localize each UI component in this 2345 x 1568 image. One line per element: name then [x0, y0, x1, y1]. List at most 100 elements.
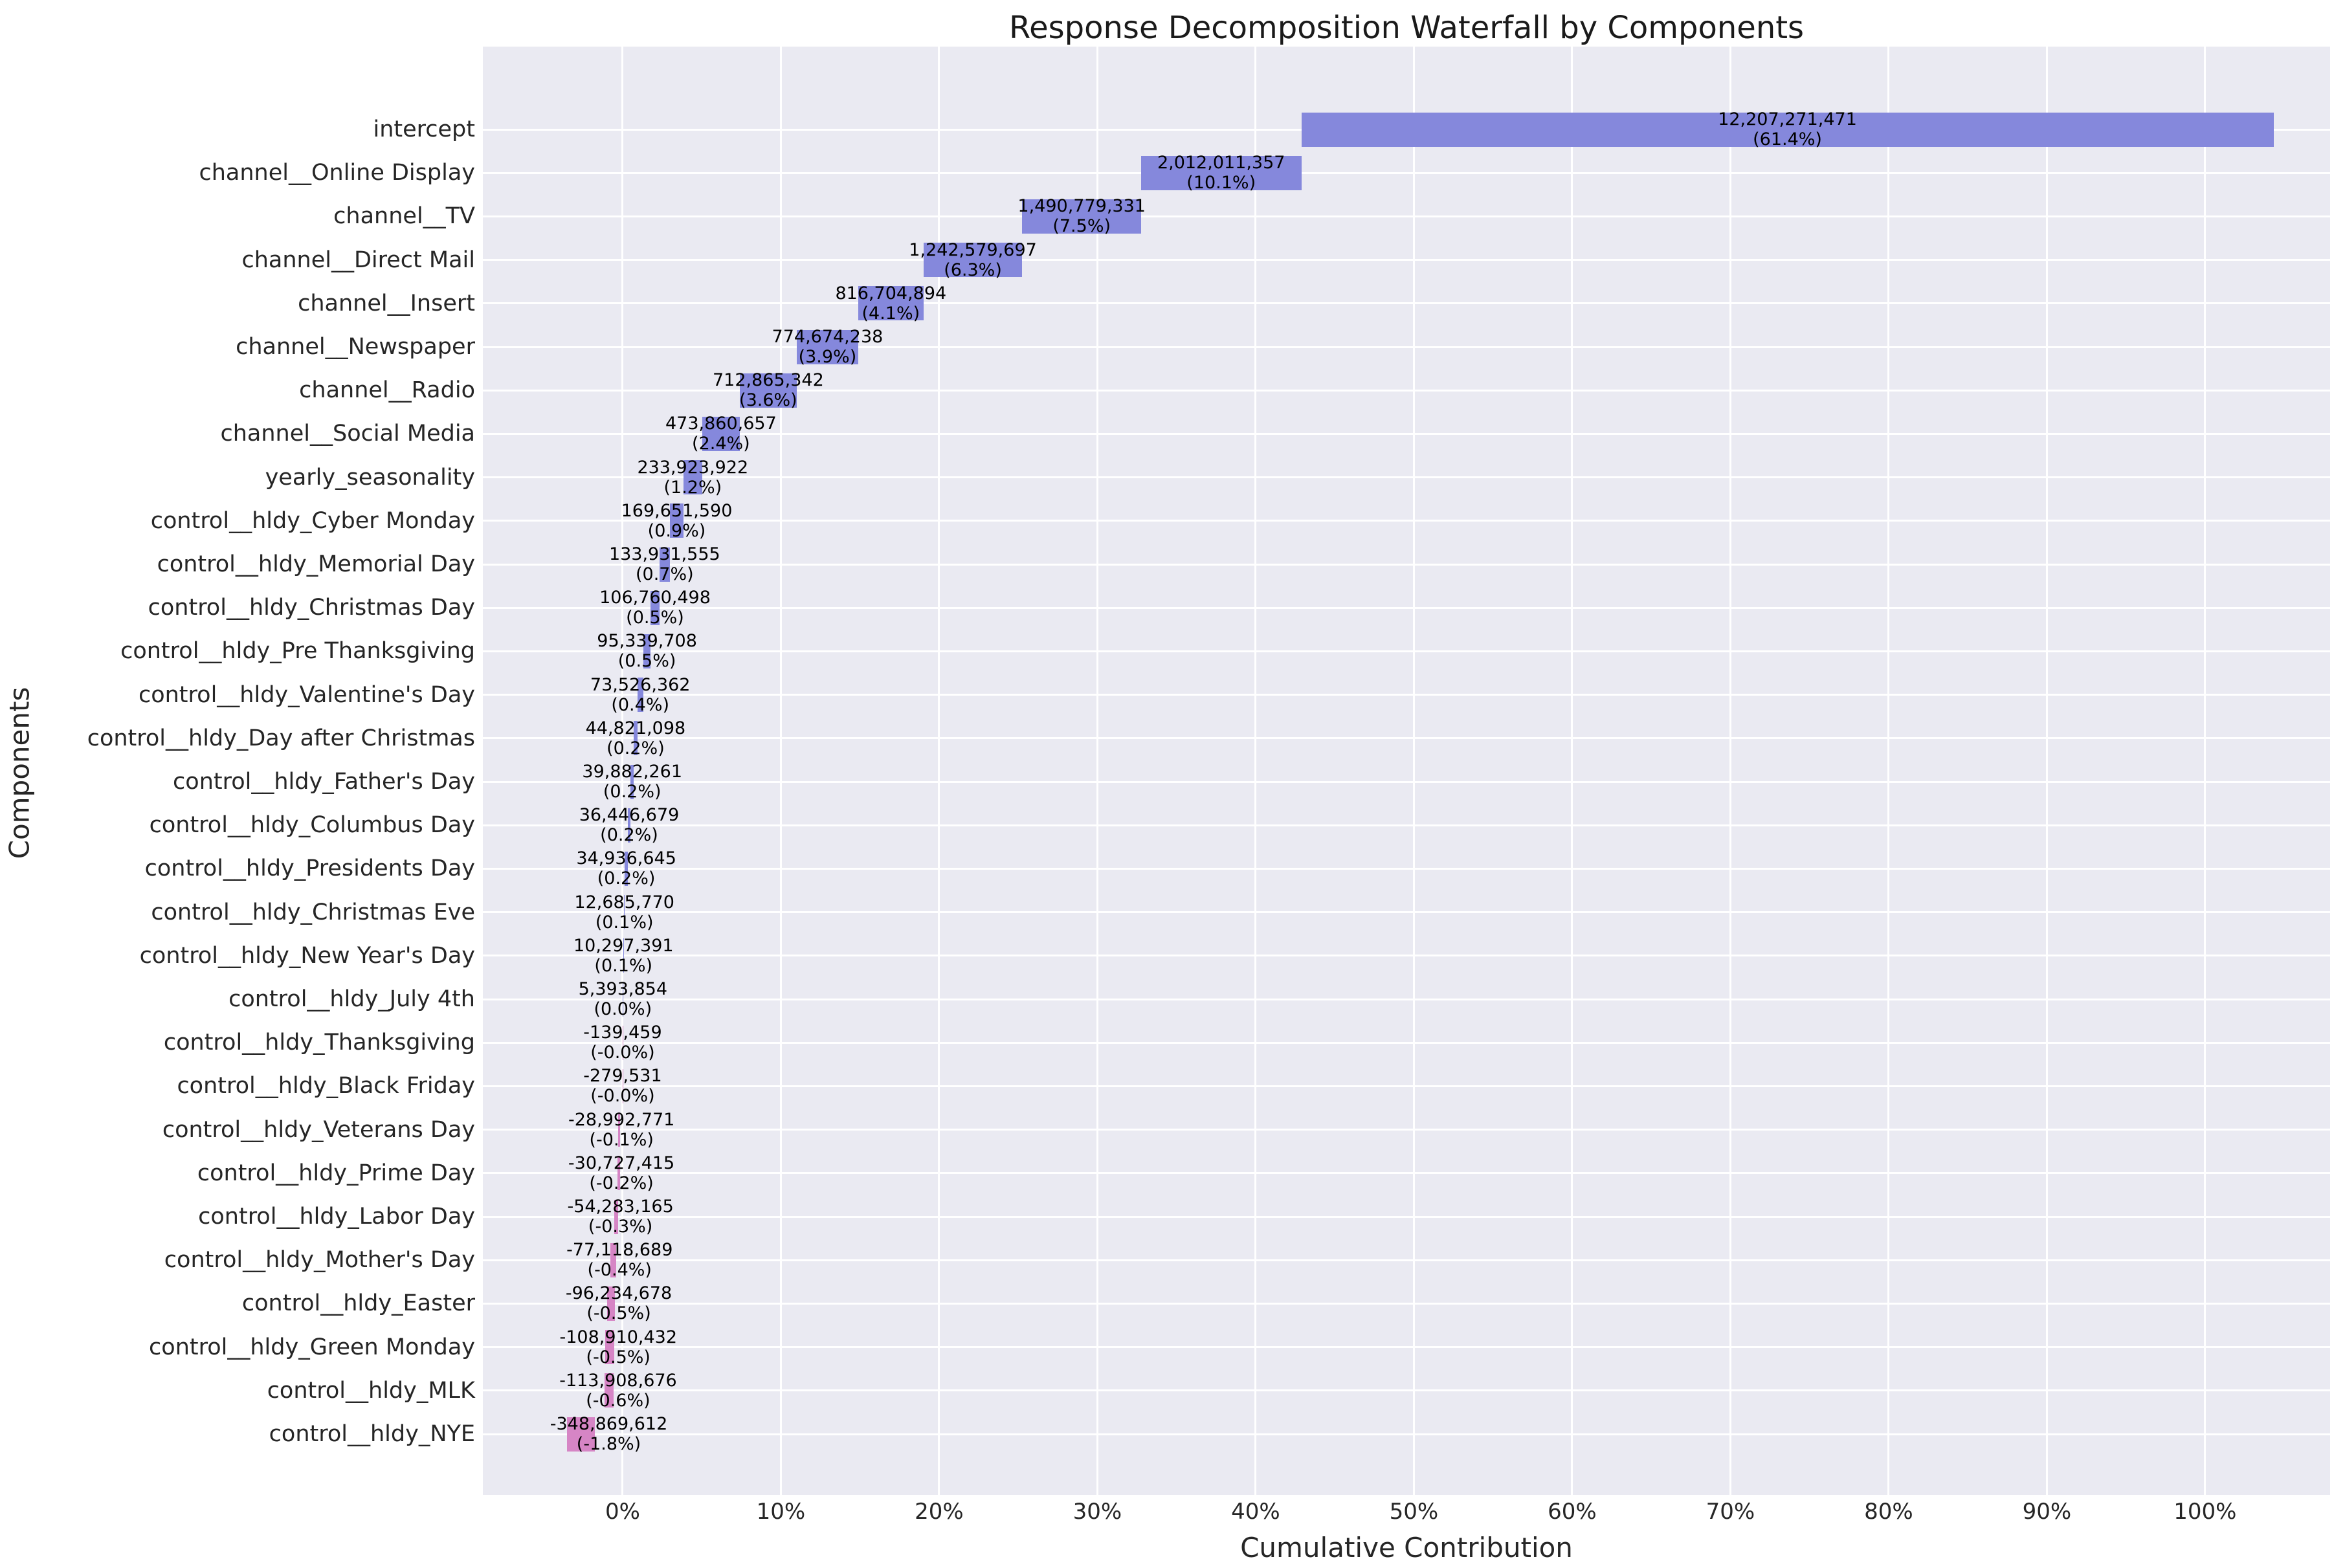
waterfall-bar [659, 547, 671, 582]
waterfall-bar [617, 1156, 621, 1191]
grid-line-horizontal [483, 780, 2330, 783]
grid-line-horizontal [483, 737, 2330, 740]
waterfall-bar [630, 764, 634, 799]
bar-value-label: 73,526,362 (0.4%) [590, 674, 691, 715]
waterfall-bar [567, 1417, 595, 1452]
category-label: channel__Social Media [220, 421, 475, 447]
grid-line-horizontal [483, 346, 2330, 348]
category-label: control__hldy_Day after Christmas [87, 725, 475, 751]
bar-value-label: 36,446,679 (0.2%) [579, 805, 680, 846]
x-axis-label: Cumulative Contribution [1240, 1532, 1573, 1563]
bar-value-label: 10,297,391 (0.1%) [573, 935, 674, 976]
x-tick-label: 100% [2173, 1499, 2237, 1525]
category-label: control__hldy_Pre Thanksgiving [120, 638, 475, 665]
bar-value-label: 5,393,854 (0.0%) [578, 979, 668, 1019]
bar-value-label: 12,685,770 (0.1%) [574, 892, 674, 933]
grid-line-horizontal [483, 650, 2330, 652]
grid-line-vertical [1571, 47, 1573, 1495]
category-label: control__hldy_July 4th [228, 986, 475, 1012]
grid-line-horizontal [483, 1389, 2330, 1392]
bar-value-label: -108,910,432 (-0.5%) [559, 1327, 678, 1367]
grid-line-vertical [1887, 47, 1890, 1495]
bar-value-label: 106,760,498 (0.5%) [599, 588, 711, 628]
category-label: control__hldy_Memorial Day [157, 551, 475, 577]
grid-line-horizontal [483, 1129, 2330, 1131]
x-tick-label: 40% [1231, 1499, 1280, 1525]
waterfall-bar [650, 590, 660, 625]
waterfall-bar [627, 808, 631, 843]
grid-line-horizontal [483, 259, 2330, 261]
grid-line-horizontal [483, 1085, 2330, 1087]
waterfall-bar [607, 1286, 616, 1321]
category-label: intercept [373, 116, 476, 142]
grid-line-horizontal [483, 867, 2330, 870]
grid-line-horizontal [483, 171, 2330, 174]
waterfall-bar [623, 938, 624, 973]
waterfall-bar [796, 329, 859, 364]
category-label: control__hldy_Christmas Day [148, 595, 475, 621]
waterfall-bar [610, 1242, 617, 1277]
bar-value-label: -77,118,689 (-0.4%) [566, 1240, 673, 1281]
category-label: channel__Insert [298, 290, 475, 316]
waterfall-bar [1140, 155, 1302, 190]
waterfall-bar [683, 460, 702, 495]
waterfall-bar [702, 416, 740, 451]
bar-value-label: 44,821,098 (0.2%) [585, 718, 686, 758]
category-label: control__hldy_Easter [241, 1290, 475, 1317]
grid-line-horizontal [483, 432, 2330, 435]
grid-line-horizontal [483, 1215, 2330, 1218]
waterfall-bar [625, 851, 628, 886]
x-tick-label: 30% [1072, 1499, 1122, 1525]
bar-value-label: 133,931,555 (0.7%) [608, 544, 720, 584]
category-label: control__hldy_MLK [267, 1377, 475, 1404]
bar-value-label: 12,207,271,471 (61.4%) [1718, 109, 1857, 149]
grid-line-horizontal [483, 1302, 2330, 1305]
waterfall-bar [923, 243, 1023, 278]
grid-line-horizontal [483, 606, 2330, 609]
x-tick-label: 20% [915, 1499, 964, 1525]
bar-value-label: -139,459 (-0.0%) [583, 1022, 662, 1063]
grid-line-vertical [1729, 47, 1731, 1495]
category-label: yearly_seasonality [265, 464, 475, 491]
bar-value-label: 1,242,579,697 (6.3%) [909, 239, 1037, 280]
category-label: control__hldy_Christmas Eve [151, 899, 475, 925]
bar-value-label: 712,865,342 (3.6%) [713, 370, 824, 411]
category-label: control__hldy_Prime Day [197, 1160, 475, 1186]
bar-value-label: 169,651,590 (0.9%) [621, 500, 733, 541]
waterfall-bar [637, 678, 643, 712]
grid-line-horizontal [483, 215, 2330, 217]
grid-line-horizontal [483, 1172, 2330, 1175]
x-tick-label: 50% [1389, 1499, 1439, 1525]
waterfall-bar [605, 1330, 614, 1365]
category-label: control__hldy_New Year's Day [139, 942, 475, 969]
chart-title: Response Decomposition Waterfall by Comp… [1008, 10, 1805, 46]
waterfall-bar [643, 634, 651, 668]
waterfall-bar [623, 895, 625, 930]
bar-value-label: 2,012,011,357 (10.1%) [1157, 153, 1285, 193]
bar-value-label: -96,234,678 (-0.5%) [565, 1283, 672, 1324]
grid-line-horizontal [483, 389, 2330, 392]
grid-line-horizontal [483, 563, 2330, 566]
category-label: channel__TV [333, 203, 475, 230]
category-label: control__hldy_Valentine's Day [138, 681, 475, 708]
waterfall-bar [604, 1373, 614, 1408]
bar-value-label: 816,704,894 (4.1%) [835, 283, 947, 324]
category-label: channel__Direct Mail [241, 247, 475, 273]
category-label: channel__Online Display [199, 160, 475, 186]
waterfall-bar [634, 721, 638, 756]
bar-value-label: -28,992,771 (-0.1%) [568, 1109, 675, 1150]
category-label: control__hldy_Black Friday [177, 1073, 475, 1099]
category-label: control__hldy_Father's Day [173, 769, 475, 795]
grid-line-horizontal [483, 1433, 2330, 1435]
x-tick-label: 60% [1548, 1499, 1597, 1525]
category-label: control__hldy_Mother's Day [164, 1247, 475, 1274]
waterfall-bar [670, 503, 683, 538]
grid-line-vertical [1254, 47, 1257, 1495]
grid-line-horizontal [483, 476, 2330, 479]
category-label: control__hldy_Cyber Monday [150, 507, 475, 534]
category-label: control__hldy_Thanksgiving [163, 1030, 475, 1056]
grid-line-vertical [2045, 47, 2048, 1495]
grid-line-horizontal [483, 998, 2330, 1000]
grid-line-horizontal [483, 1259, 2330, 1261]
bar-value-label: -30,727,415 (-0.2%) [568, 1153, 675, 1193]
